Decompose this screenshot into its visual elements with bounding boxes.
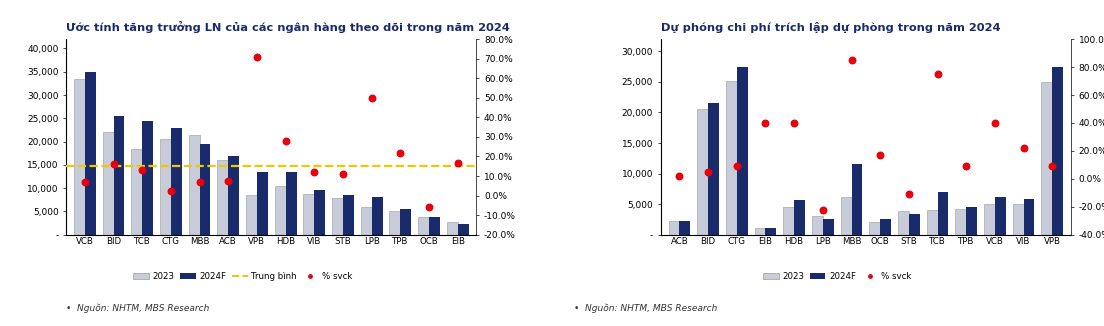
Bar (1023, 199, 1034, 235)
Point (986, 120, 1004, 126)
Bar (429, 217, 439, 235)
Bar (447, 222, 458, 235)
Bar (332, 199, 343, 235)
Bar (160, 139, 171, 235)
Bar (114, 116, 125, 235)
Bar (755, 228, 765, 235)
Point (335, 171, 352, 177)
Bar (458, 224, 468, 235)
Bar (765, 228, 776, 235)
Bar (995, 197, 1006, 235)
Point (363, 95, 381, 100)
Bar (401, 209, 411, 235)
Bar (955, 209, 966, 235)
Bar (372, 198, 382, 235)
Point (220, 178, 237, 184)
Bar (200, 144, 211, 235)
Bar (984, 204, 995, 235)
Bar (390, 212, 401, 235)
Bar (851, 164, 862, 235)
Bar (840, 197, 851, 235)
Point (392, 150, 410, 155)
Point (248, 54, 266, 59)
Bar (669, 221, 679, 235)
Bar (257, 172, 268, 235)
Bar (85, 72, 96, 235)
Point (842, 57, 860, 63)
Point (162, 188, 180, 193)
Point (728, 164, 745, 169)
Bar (217, 160, 229, 235)
Bar (229, 156, 240, 235)
Bar (811, 216, 822, 235)
Point (1043, 164, 1061, 169)
Bar (783, 207, 794, 235)
Bar (103, 132, 114, 235)
Bar (275, 186, 286, 235)
Point (871, 153, 889, 158)
Bar (304, 194, 315, 235)
Point (277, 138, 295, 143)
Legend: 2023, 2024F, % svck: 2023, 2024F, % svck (760, 268, 915, 284)
Text: Dự phóng chi phí trích lập dự phòng trong năm 2024: Dự phóng chi phí trích lập dự phòng tron… (661, 22, 1000, 33)
Point (928, 71, 946, 77)
Point (957, 164, 975, 169)
Bar (142, 121, 153, 235)
Bar (726, 81, 736, 235)
Bar (698, 110, 708, 235)
Point (699, 169, 716, 174)
Bar (708, 103, 719, 235)
Bar (1012, 203, 1023, 235)
Bar (286, 172, 297, 235)
Point (449, 161, 467, 166)
Bar (966, 207, 977, 235)
Bar (926, 210, 937, 235)
Bar (246, 195, 257, 235)
Point (191, 179, 209, 185)
Point (785, 120, 803, 126)
Point (756, 120, 774, 126)
Point (105, 162, 123, 167)
Bar (418, 217, 429, 235)
Text: Ước tính tăng trưởng LN của các ngân hàng theo dõi trong năm 2024: Ước tính tăng trưởng LN của các ngân hàn… (66, 21, 510, 33)
Bar (1041, 82, 1052, 235)
Bar (315, 190, 326, 235)
Legend: 2023, 2024F, Trung bình, % svck: 2023, 2024F, Trung bình, % svck (129, 268, 355, 284)
Point (134, 168, 151, 173)
Bar (794, 200, 805, 235)
Bar (937, 192, 948, 235)
Point (814, 207, 831, 212)
Bar (909, 214, 920, 235)
Point (76, 179, 94, 185)
Bar (880, 219, 891, 235)
Bar (1052, 67, 1063, 235)
Text: •  Nguồn: NHTM, MBS Research: • Nguồn: NHTM, MBS Research (574, 304, 718, 313)
Bar (736, 67, 747, 235)
Point (306, 170, 323, 175)
Bar (189, 135, 200, 235)
Point (670, 173, 688, 179)
Point (421, 205, 438, 210)
Bar (679, 221, 690, 235)
Bar (361, 207, 372, 235)
Bar (869, 222, 880, 235)
Point (900, 192, 917, 197)
Bar (822, 219, 834, 235)
Text: •  Nguồn: NHTM, MBS Research: • Nguồn: NHTM, MBS Research (66, 304, 210, 313)
Bar (343, 195, 354, 235)
Bar (74, 79, 85, 235)
Bar (171, 127, 182, 235)
Point (1015, 145, 1032, 151)
Bar (131, 149, 142, 235)
Bar (898, 212, 909, 235)
